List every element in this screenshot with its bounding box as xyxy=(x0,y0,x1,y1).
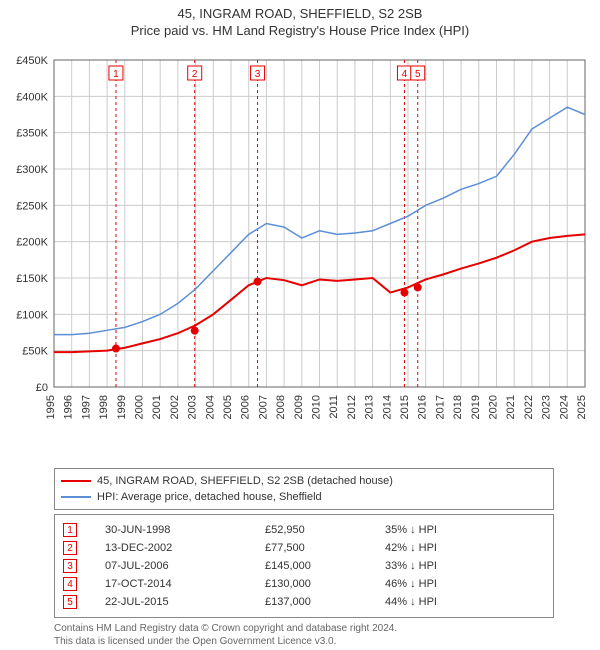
svg-text:2008: 2008 xyxy=(275,395,287,419)
svg-text:2012: 2012 xyxy=(346,395,358,419)
svg-text:2017: 2017 xyxy=(434,395,446,419)
transaction-row: 2 13-DEC-2002£77,50042% ↓ HPI xyxy=(63,539,545,557)
transaction-price: £130,000 xyxy=(265,578,385,590)
svg-text:2025: 2025 xyxy=(576,395,588,419)
svg-text:2021: 2021 xyxy=(505,395,517,419)
transaction-date: 17-OCT-2014 xyxy=(105,578,265,590)
transaction-diff: 33% ↓ HPI xyxy=(385,560,545,572)
svg-text:2016: 2016 xyxy=(417,395,429,419)
transaction-diff: 42% ↓ HPI xyxy=(385,542,545,554)
chart-title: 45, INGRAM ROAD, SHEFFIELD, S2 2SB xyxy=(0,6,600,21)
transaction-marker: 5 xyxy=(63,595,77,609)
svg-text:2022: 2022 xyxy=(523,395,535,419)
svg-text:2018: 2018 xyxy=(452,395,464,419)
svg-text:2003: 2003 xyxy=(187,395,199,419)
chart-area: £0 £50K £100K £150K £200K £250K £300K £350K £400… xyxy=(0,52,600,462)
legend-item: HPI: Average price, detached house, Shef… xyxy=(61,489,547,505)
svg-text:1995: 1995 xyxy=(45,395,57,419)
transaction-date: 07-JUL-2006 xyxy=(105,560,265,572)
svg-text:2: 2 xyxy=(192,69,198,80)
svg-text:£100K: £100K xyxy=(16,309,48,321)
attribution-line2: This data is licensed under the Open Gov… xyxy=(54,635,554,648)
svg-text:1999: 1999 xyxy=(116,395,128,419)
svg-text:2011: 2011 xyxy=(328,395,340,419)
svg-text:2013: 2013 xyxy=(364,395,376,419)
svg-text:£400K: £400K xyxy=(16,91,48,103)
transaction-row: 3 07-JUL-2006£145,00033% ↓ HPI xyxy=(63,557,545,575)
transaction-row: 5 22-JUL-2015£137,00044% ↓ HPI xyxy=(63,593,545,611)
svg-text:2020: 2020 xyxy=(488,395,500,419)
transaction-date: 30-JUN-1998 xyxy=(105,524,265,536)
transaction-marker: 4 xyxy=(63,577,77,591)
attribution-line1: Contains HM Land Registry data © Crown c… xyxy=(54,622,554,635)
svg-text:2000: 2000 xyxy=(134,395,146,419)
transaction-diff: 35% ↓ HPI xyxy=(385,524,545,536)
transaction-marker: 3 xyxy=(63,559,77,573)
svg-text:£450K: £450K xyxy=(16,55,48,67)
svg-text:£350K: £350K xyxy=(16,128,48,140)
svg-text:2009: 2009 xyxy=(293,395,305,419)
transaction-date: 22-JUL-2015 xyxy=(105,596,265,608)
svg-text:3: 3 xyxy=(255,69,261,80)
transaction-price: £52,950 xyxy=(265,524,385,536)
svg-text:2015: 2015 xyxy=(399,395,411,419)
svg-text:2002: 2002 xyxy=(169,395,181,419)
transaction-diff: 44% ↓ HPI xyxy=(385,596,545,608)
price-chart: £0 £50K £100K £150K £200K £250K £300K £350K £400… xyxy=(0,52,600,462)
svg-text:2006: 2006 xyxy=(240,395,252,419)
svg-text:2024: 2024 xyxy=(558,395,570,419)
svg-text:2014: 2014 xyxy=(381,395,393,419)
svg-text:2007: 2007 xyxy=(257,395,269,419)
transaction-price: £145,000 xyxy=(265,560,385,572)
attribution: Contains HM Land Registry data © Crown c… xyxy=(54,622,554,648)
transaction-date: 13-DEC-2002 xyxy=(105,542,265,554)
svg-text:£50K: £50K xyxy=(22,346,48,358)
svg-text:£300K: £300K xyxy=(16,164,48,176)
chart-subtitle: Price paid vs. HM Land Registry's House … xyxy=(0,23,600,38)
svg-text:1: 1 xyxy=(113,69,119,80)
transaction-marker: 2 xyxy=(63,541,77,555)
svg-text:2023: 2023 xyxy=(541,395,553,419)
legend-item: 45, INGRAM ROAD, SHEFFIELD, S2 2SB (deta… xyxy=(61,473,547,489)
svg-text:£250K: £250K xyxy=(16,200,48,212)
legend-label: 45, INGRAM ROAD, SHEFFIELD, S2 2SB (deta… xyxy=(97,475,393,487)
transaction-diff: 46% ↓ HPI xyxy=(385,578,545,590)
svg-text:5: 5 xyxy=(415,69,421,80)
transactions-table: 1 30-JUN-1998£52,95035% ↓ HPI 2 13-DEC-2002… xyxy=(54,514,554,618)
svg-text:2005: 2005 xyxy=(222,395,234,419)
legend: 45, INGRAM ROAD, SHEFFIELD, S2 2SB (deta… xyxy=(54,468,554,510)
svg-text:2010: 2010 xyxy=(311,395,323,419)
svg-text:2004: 2004 xyxy=(204,395,216,419)
transaction-price: £137,000 xyxy=(265,596,385,608)
svg-text:1997: 1997 xyxy=(80,395,92,419)
svg-text:1996: 1996 xyxy=(63,395,75,419)
svg-text:2019: 2019 xyxy=(470,395,482,419)
svg-text:£200K: £200K xyxy=(16,237,48,249)
transaction-row: 4 17-OCT-2014£130,00046% ↓ HPI xyxy=(63,575,545,593)
legend-label: HPI: Average price, detached house, Shef… xyxy=(97,491,322,503)
svg-text:4: 4 xyxy=(402,69,408,80)
svg-text:£0: £0 xyxy=(36,382,48,394)
svg-text:1998: 1998 xyxy=(98,395,110,419)
legend-swatch xyxy=(61,496,91,498)
svg-text:£150K: £150K xyxy=(16,273,48,285)
transaction-marker: 1 xyxy=(63,523,77,537)
transaction-price: £77,500 xyxy=(265,542,385,554)
transaction-row: 1 30-JUN-1998£52,95035% ↓ HPI xyxy=(63,521,545,539)
legend-swatch xyxy=(61,480,91,482)
svg-text:2001: 2001 xyxy=(151,395,163,419)
